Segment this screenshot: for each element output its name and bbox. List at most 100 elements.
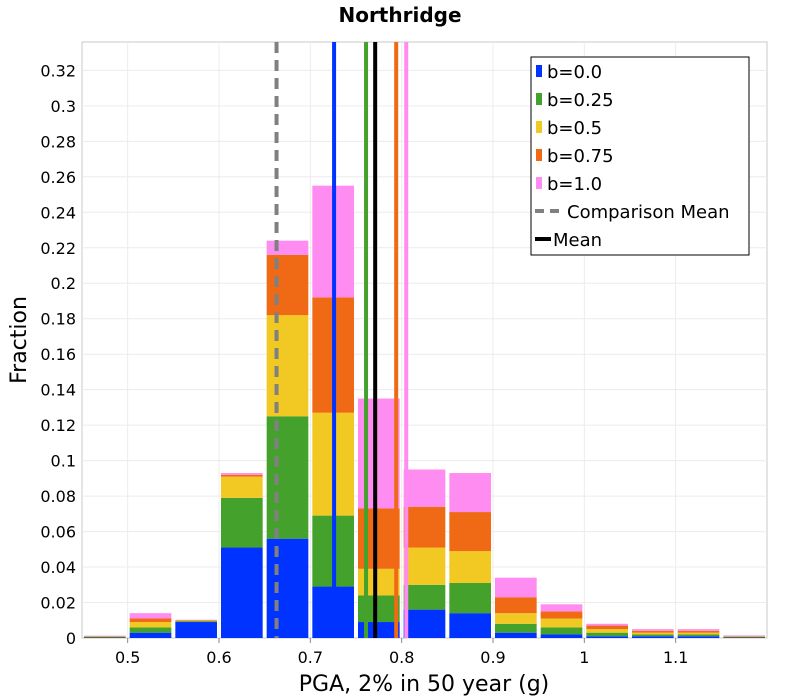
y-tick-label: 0.1 [51, 452, 76, 471]
bar-segment [449, 613, 491, 638]
bar-segment [495, 577, 537, 598]
bar-segment [723, 635, 765, 637]
legend-label: b=0.0 [547, 62, 602, 83]
chart-title: Northridge [338, 3, 461, 27]
bar-segment [175, 620, 217, 621]
bar-segment [221, 497, 263, 548]
legend-swatch [536, 121, 542, 133]
x-tick-label: 0.9 [480, 648, 505, 667]
bar-segment [449, 583, 491, 614]
legend-label: Comparison Mean [567, 202, 730, 223]
bar-segment [403, 609, 446, 638]
bar-segment [540, 634, 583, 638]
legend-box [530, 56, 750, 256]
bar-segment [129, 627, 172, 633]
bar-segment [586, 623, 628, 626]
y-tick-label: 0.32 [40, 61, 76, 80]
y-tick-label: 0.14 [40, 381, 76, 400]
bar-segment [129, 618, 172, 623]
bar-segment [632, 636, 674, 638]
bar-segment [632, 634, 674, 637]
y-tick-label: 0.08 [40, 487, 76, 506]
bar-segment [540, 618, 583, 628]
bar-segment [449, 512, 491, 552]
y-tick-label: 0.06 [40, 523, 76, 542]
bar-segment [495, 597, 537, 614]
bar-segment [632, 632, 674, 635]
y-tick-label: 0.26 [40, 168, 76, 187]
bar-segment [677, 632, 720, 635]
bar-segment [266, 240, 309, 255]
bar-segment [723, 637, 765, 638]
axis-ticks: 0 0.02 0.04 0.06 0.08 0.1 0.12 0.14 0.16 0.18 0.2 0… [40, 61, 688, 667]
legend-label: b=1.0 [547, 174, 602, 195]
bar-segment [723, 635, 765, 636]
bar-segment [84, 636, 126, 637]
bar-segment [449, 551, 491, 584]
legend-label: Mean [553, 230, 602, 251]
bar-segment [221, 547, 263, 638]
bar-segment [495, 632, 537, 638]
legend-label: b=0.25 [547, 90, 614, 111]
bar-segment [403, 469, 446, 507]
y-tick-label: 0.18 [40, 310, 76, 329]
y-tick-label: 0.22 [40, 239, 76, 258]
bar-segment [266, 538, 309, 638]
bar-segment [175, 621, 217, 623]
bar-segment [632, 630, 674, 633]
bar-segment [586, 632, 628, 637]
bar-segment [586, 636, 628, 638]
grid [82, 42, 767, 638]
x-tick-label: 0.5 [115, 648, 140, 667]
bar-segment [677, 634, 720, 637]
bar-segment [175, 622, 217, 638]
bar-segment [84, 636, 126, 638]
bar-segment [540, 627, 583, 635]
y-tick-label: 0.28 [40, 132, 76, 151]
bar-segment [677, 630, 720, 633]
bar-segment [403, 584, 446, 610]
bar-segment [221, 474, 263, 477]
y-tick-label: 0.24 [40, 203, 76, 222]
bar-segment [495, 613, 537, 624]
bar-segment [586, 629, 628, 633]
bar-segment [358, 622, 400, 638]
bar-segment [403, 547, 446, 585]
legend-swatch [536, 177, 542, 189]
y-tick-label: 0.2 [51, 274, 76, 293]
bar-segment [677, 629, 720, 631]
y-axis-label: Fraction [7, 296, 32, 384]
mean-lines [274, 42, 409, 638]
bar-segment [540, 611, 583, 619]
bar-segment [632, 629, 674, 631]
x-tick-label: 0.6 [206, 648, 231, 667]
bar-segment [403, 506, 446, 548]
bar-segment [723, 636, 765, 637]
bar-segment [266, 315, 309, 417]
legend-label: b=0.75 [547, 146, 614, 167]
bar-segment [677, 636, 720, 638]
bar-segment [266, 416, 309, 539]
legend-swatch [536, 65, 542, 77]
bar-segment [129, 632, 172, 638]
bar-segment [221, 473, 263, 475]
bar-segment [586, 625, 628, 630]
legend-swatch [536, 149, 542, 161]
y-tick-label: 0.16 [40, 345, 76, 364]
bar-segment [540, 604, 583, 612]
y-tick-label: 0.12 [40, 416, 76, 435]
bar-segment [495, 623, 537, 633]
bar-segment [129, 622, 172, 628]
x-axis-label: PGA, 2% in 50 year (g) [299, 672, 550, 697]
y-tick-label: 0.04 [40, 558, 76, 577]
bar-segment [449, 473, 491, 513]
x-tick-label: 1.1 [663, 648, 688, 667]
x-tick-label: 1 [579, 648, 589, 667]
bar-segment [723, 636, 765, 638]
y-tick-label: 0.02 [40, 594, 76, 613]
bar-segment [221, 476, 263, 498]
legend-label: b=0.5 [547, 118, 602, 139]
legend-swatch [536, 93, 542, 105]
bar-segment [84, 635, 126, 637]
